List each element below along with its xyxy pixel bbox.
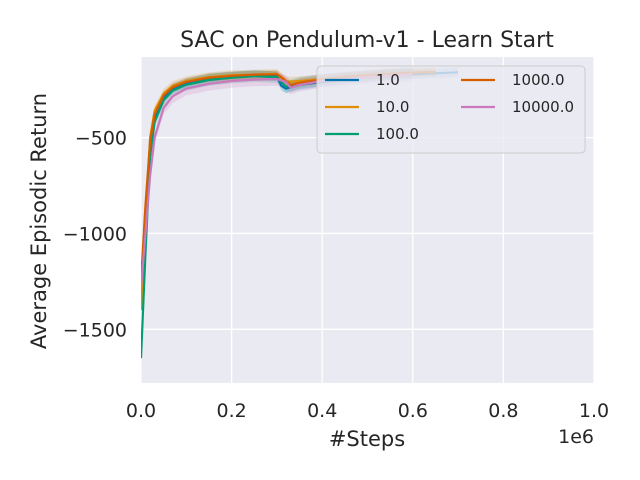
x-axis-multiplier: 1e6: [558, 426, 594, 448]
chart-title: SAC on Pendulum-v1 - Learn Start: [180, 28, 554, 53]
x-tick-label: 0.6: [398, 400, 428, 422]
x-tick-label: 0.8: [488, 400, 518, 422]
axis-ticks: 0.0 0.2 0.4 0.6 0.8 1.0 −1500 −1000 −500: [63, 128, 609, 422]
x-tick-label: 0.2: [216, 400, 246, 422]
y-tick-label: −1500: [63, 319, 127, 341]
legend-label: 10.0: [376, 98, 409, 116]
legend-label: 1000.0: [512, 71, 565, 89]
legend-label: 1.0: [376, 71, 400, 89]
legend-label: 10000.0: [512, 98, 574, 116]
y-tick-label: −500: [75, 128, 127, 150]
legend-frame: [316, 65, 586, 154]
legend: 1.0 10.0 100.0 1000.0 10000.0: [316, 65, 586, 154]
x-axis-label: #Steps: [329, 427, 405, 451]
legend-label: 100.0: [376, 125, 419, 143]
y-axis-label: Average Episodic Return: [27, 93, 51, 349]
y-tick-label: −1000: [63, 223, 127, 245]
x-tick-label: 0.0: [126, 400, 156, 422]
x-tick-label: 1.0: [579, 400, 609, 422]
x-tick-label: 0.4: [307, 400, 337, 422]
